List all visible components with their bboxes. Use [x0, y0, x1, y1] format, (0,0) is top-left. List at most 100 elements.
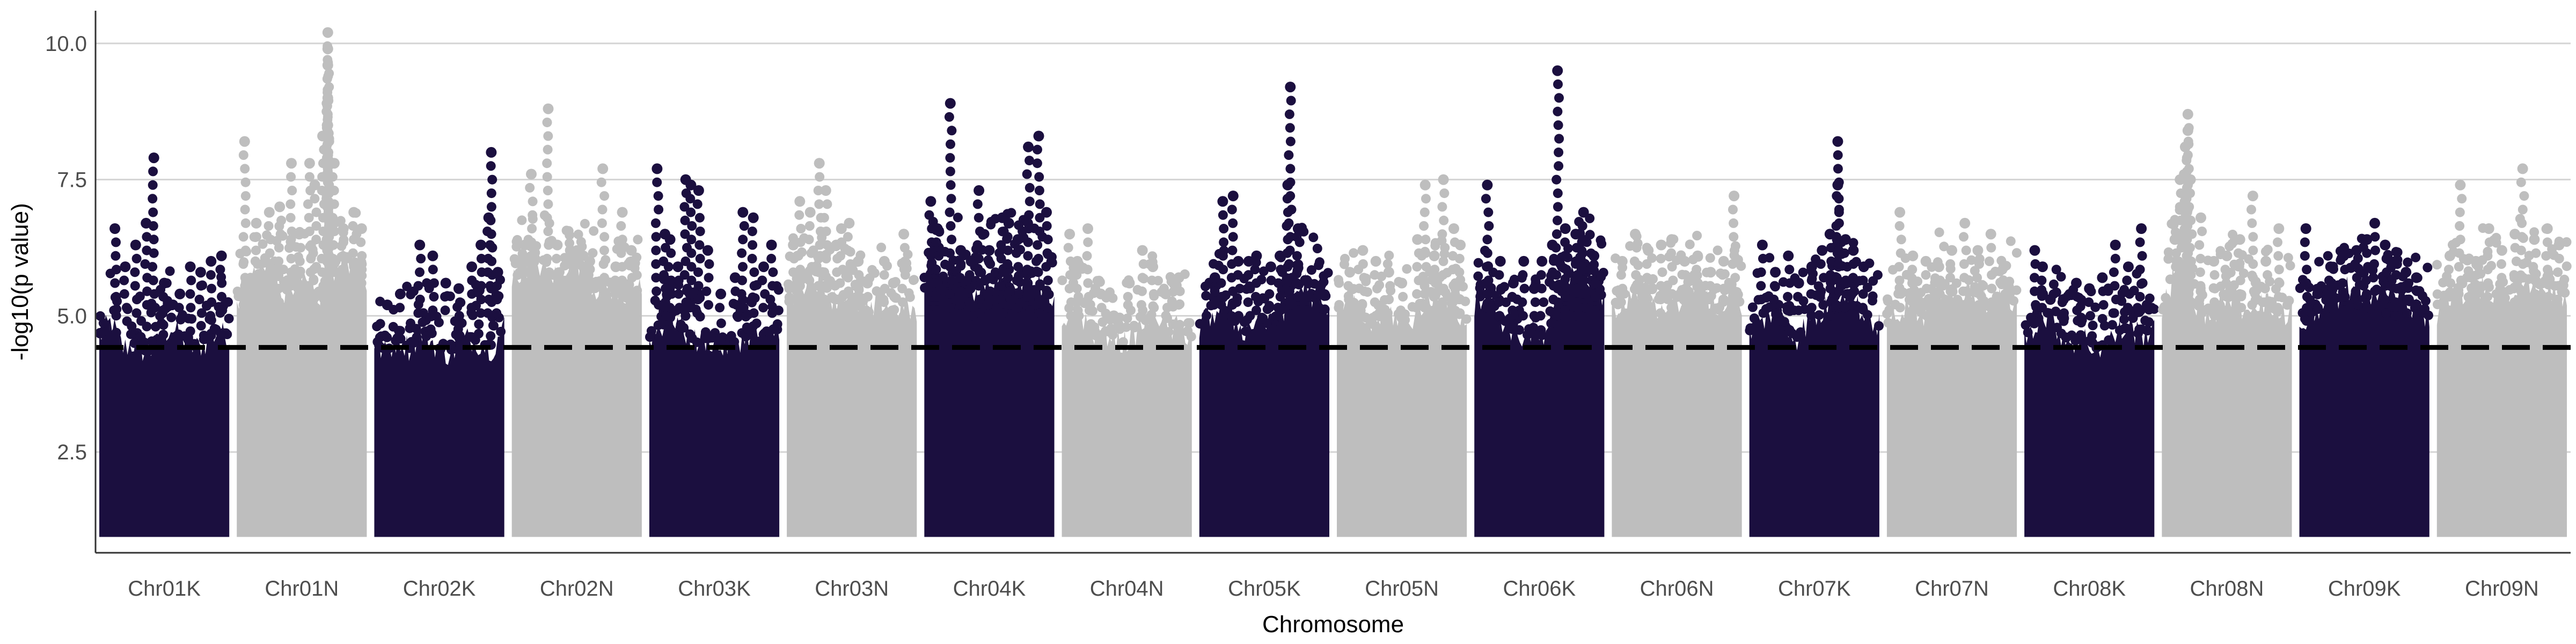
point-Chr03K — [692, 199, 702, 209]
point-Chr05K — [1264, 289, 1275, 299]
peak-point-Chr01K-10 — [216, 250, 227, 261]
point-Chr09K — [2371, 300, 2381, 310]
point-Chr03K — [685, 194, 696, 204]
point-Chr06N — [1656, 295, 1666, 304]
point-Chr09K — [2391, 270, 2401, 280]
point-Chr01N — [295, 311, 305, 321]
point-Chr07N — [1908, 291, 1919, 302]
peak-point-Chr07K-2 — [1783, 250, 1794, 261]
peak-point-Chr03K-8 — [715, 288, 727, 299]
point-Chr02K — [427, 328, 437, 339]
point-Chr03K — [760, 336, 771, 346]
peak-point-Chr02K-9 — [486, 147, 497, 158]
point-Chr02K — [440, 291, 450, 302]
peak-point-Chr01N-17 — [356, 223, 367, 234]
point-Chr04K — [983, 300, 993, 310]
point-Chr03N — [853, 297, 863, 308]
peak-point-Chr05N-7 — [1429, 250, 1440, 261]
point-Chr09K — [2302, 291, 2312, 302]
band-Chr06N — [1612, 275, 1742, 537]
point-Chr01K — [221, 328, 231, 338]
point-Chr03N — [909, 275, 918, 286]
point-Chr02N — [518, 253, 529, 264]
point-Chr08N — [2184, 283, 2194, 294]
peak-point-Chr01N-11 — [322, 60, 333, 71]
point-Chr03K — [651, 245, 661, 255]
point-Chr01N — [275, 229, 286, 239]
point-Chr01N — [322, 74, 332, 84]
point-Chr06N — [1728, 204, 1738, 215]
point-Chr09N — [2455, 303, 2465, 313]
point-Chr06K — [1539, 297, 1549, 308]
point-Chr02K — [406, 289, 416, 299]
point-Chr09N — [2498, 300, 2508, 310]
peak-point-Chr06N-3 — [1656, 239, 1667, 251]
point-Chr05N — [1344, 295, 1354, 304]
point-Chr01N — [276, 311, 286, 321]
point-Chr06K — [1552, 270, 1562, 280]
point-Chr03N — [821, 308, 831, 318]
point-Chr05N — [1447, 305, 1458, 316]
point-Chr09K — [2340, 291, 2350, 302]
point-Chr04K — [1023, 251, 1033, 261]
point-Chr04K — [996, 253, 1006, 264]
point-Chr08N — [2186, 215, 2196, 225]
point-Chr04K — [1034, 295, 1044, 304]
point-Chr04K — [931, 265, 941, 275]
point-Chr05N — [1429, 305, 1439, 316]
point-Chr03K — [693, 295, 703, 304]
peak-point-Chr03K-13 — [766, 239, 777, 251]
point-Chr06K — [1481, 194, 1491, 204]
point-Chr08N — [2259, 297, 2270, 308]
point-Chr08K — [2109, 267, 2119, 277]
point-Chr05K — [1243, 297, 1253, 308]
peak-point-Chr01K-9 — [206, 255, 217, 267]
point-Chr09K — [2339, 305, 2349, 316]
point-Chr05N — [1398, 291, 1408, 302]
point-Chr08N — [2273, 305, 2283, 316]
point-Chr09N — [2454, 248, 2464, 258]
point-Chr03N — [872, 286, 882, 296]
point-Chr06N — [1718, 283, 1729, 294]
point-Chr04K — [1023, 278, 1033, 288]
point-Chr06K — [1507, 305, 1518, 316]
point-Chr05N — [1438, 311, 1448, 321]
point-Chr09N — [2541, 251, 2551, 261]
point-Chr06N — [1692, 265, 1702, 275]
point-Chr01N — [311, 221, 321, 231]
point-Chr06K — [1482, 289, 1492, 299]
point-Chr05N — [1334, 278, 1344, 288]
peak-point-Chr09K-7 — [2380, 239, 2391, 251]
peak-point-Chr03N-6 — [836, 223, 847, 234]
point-Chr08K — [2030, 286, 2040, 296]
point-Chr01N — [329, 199, 339, 209]
point-Chr08N — [2221, 305, 2231, 316]
point-Chr01K — [158, 291, 169, 302]
point-Chr01K — [98, 326, 108, 336]
point-Chr01N — [338, 251, 348, 261]
point-Chr03K — [686, 275, 697, 286]
point-Chr04K — [1013, 303, 1023, 313]
point-Chr06K — [1560, 305, 1570, 316]
point-Chr01N — [311, 303, 321, 313]
x-tick-label: Chr06K — [1503, 577, 1576, 601]
point-Chr01K — [140, 259, 150, 269]
point-Chr02N — [617, 235, 627, 245]
point-Chr09K — [2381, 281, 2391, 291]
point-Chr08N — [2186, 297, 2197, 308]
point-Chr09N — [2517, 300, 2527, 310]
point-Chr08N — [2196, 253, 2206, 264]
point-Chr05K — [1210, 286, 1220, 296]
point-Chr08N — [2262, 311, 2272, 321]
point-Chr06K — [1482, 262, 1492, 272]
point-Chr02K — [486, 202, 496, 212]
point-Chr08N — [2195, 267, 2205, 277]
point-Chr05K — [1216, 278, 1226, 288]
peak-point-Chr04K-6 — [984, 245, 995, 256]
point-Chr05K — [1294, 237, 1305, 247]
x-tick-label: Chr05K — [1228, 577, 1301, 601]
point-Chr03K — [768, 267, 778, 277]
point-Chr02N — [552, 281, 562, 291]
peak-point-Chr03N-8 — [853, 255, 864, 267]
point-Chr04K — [974, 281, 984, 291]
